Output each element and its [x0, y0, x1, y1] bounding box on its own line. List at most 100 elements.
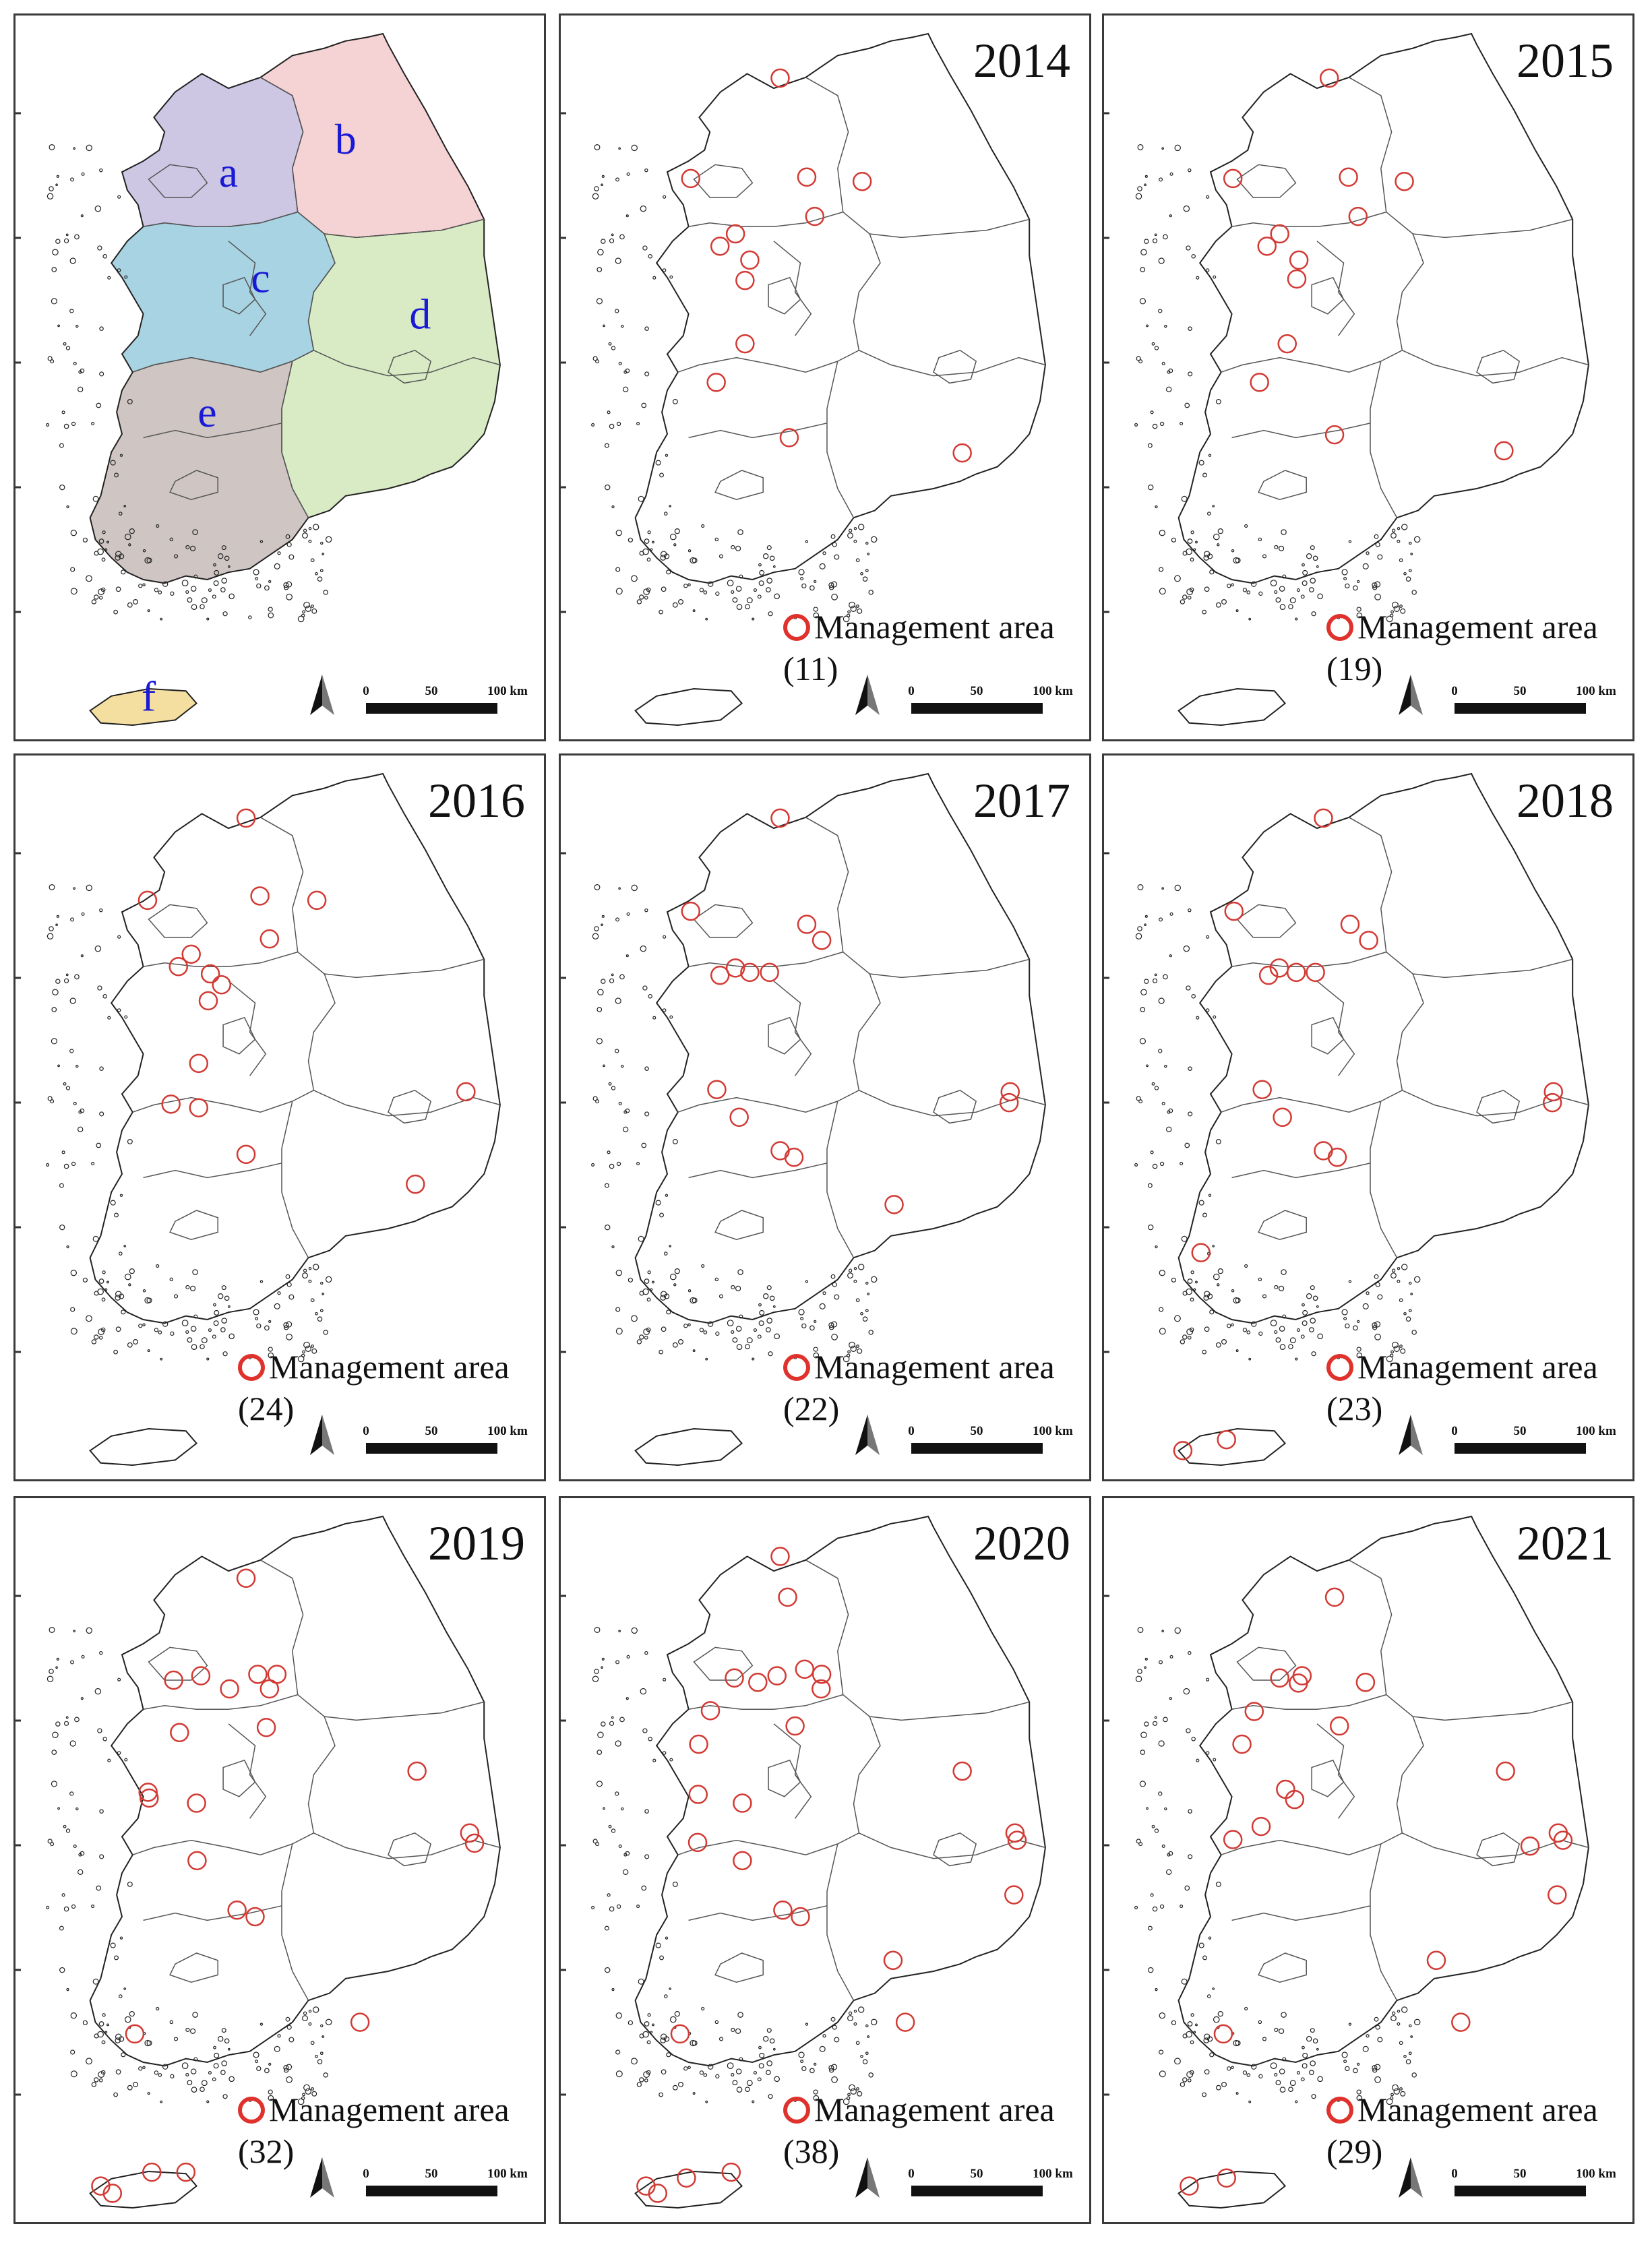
island-speck [1186, 2031, 1192, 2038]
korea-map: 0 50 100 km [1104, 1515, 1616, 2209]
island-speck [70, 2070, 78, 2078]
island-speck [843, 1355, 850, 1363]
island-speck [805, 2023, 809, 2026]
island-speck [158, 2073, 162, 2077]
island-speck [1188, 168, 1192, 173]
island-speck [1302, 2052, 1308, 2058]
island-speck [1231, 549, 1235, 553]
island-speck [1300, 594, 1305, 599]
island-speck [659, 1212, 664, 1218]
province-border [143, 211, 298, 227]
island-speck [192, 1269, 198, 1275]
island-speck [255, 1317, 259, 1321]
island-speck [227, 565, 231, 568]
map-panel-2020: 0 50 100 km 2020 Management area (38) [559, 1496, 1091, 2224]
island-speck [853, 1279, 857, 1283]
island-speck [862, 576, 868, 582]
island-speck [1134, 1163, 1138, 1167]
island-speck [739, 2057, 743, 2062]
island-speck [228, 593, 235, 600]
island-speck [99, 1809, 104, 1814]
island-speck [56, 1657, 59, 1661]
island-speck [311, 605, 314, 608]
island-speck [138, 2066, 143, 2071]
island-speck [173, 554, 179, 559]
island-speck [870, 2018, 878, 2026]
island-speck [662, 1008, 667, 1012]
province-border [228, 1723, 267, 1819]
island-speck [315, 1311, 318, 1316]
island-speck [1154, 973, 1157, 977]
island-speck [1312, 2038, 1318, 2044]
island-speck [115, 2069, 121, 2075]
island-speck [1158, 1049, 1163, 1053]
island-speck [86, 2058, 92, 2065]
island-speck [47, 356, 53, 361]
province-border [1231, 1163, 1371, 1179]
metro-border [222, 276, 256, 315]
island-speck [758, 1303, 762, 1307]
island-speck [718, 2037, 724, 2041]
island-speck [801, 2066, 807, 2072]
island-speck [1281, 2012, 1287, 2018]
island-speck [1137, 926, 1142, 931]
island-speck [1300, 2077, 1305, 2082]
legend-marker-icon [783, 2097, 810, 2124]
island-speck [615, 2012, 622, 2019]
island-speck [853, 526, 857, 530]
island-speck [1231, 583, 1234, 587]
island-speck [302, 610, 305, 614]
island-speck [849, 1341, 855, 1349]
island-speck [302, 2015, 308, 2022]
island-speck [193, 1314, 198, 1319]
management-site-marker [884, 1195, 904, 1214]
island-speck [319, 1309, 324, 1313]
island-speck [1399, 1345, 1403, 1348]
island-speck [190, 1326, 197, 1332]
management-site-marker [770, 1547, 790, 1566]
island-speck [692, 609, 696, 613]
island-speck [1408, 569, 1412, 573]
island-speck [648, 994, 652, 999]
island-speck [1289, 597, 1296, 604]
scale-bar: 0 50 100 km [1451, 684, 1616, 714]
island-speck [288, 554, 295, 560]
island-speck [745, 1344, 750, 1349]
island-speck [1190, 2040, 1194, 2045]
island-speck [1270, 1320, 1277, 1327]
island-speck [601, 239, 606, 244]
island-speck [1155, 1245, 1158, 1249]
island-speck [757, 594, 762, 599]
island-speck [214, 1309, 220, 1316]
management-site-marker [770, 68, 790, 88]
island-speck [311, 2091, 317, 2097]
island-speck [1410, 553, 1413, 555]
legend-marker-icon [1326, 1354, 1353, 1381]
province-border [688, 1905, 828, 1921]
island-speck [80, 1697, 84, 1700]
island-speck [1312, 1295, 1318, 1301]
island-speck [1215, 398, 1221, 404]
island-speck [665, 1936, 669, 1940]
island-speck [154, 588, 159, 592]
island-speck [608, 342, 612, 346]
management-site-marker [1329, 1716, 1349, 1736]
island-speck [650, 1288, 653, 1291]
island-speck [1161, 1844, 1165, 1848]
island-speck [813, 1352, 820, 1359]
island-speck [1366, 551, 1370, 555]
island-speck [99, 1854, 104, 1859]
island-speck [822, 2034, 826, 2038]
island-speck [99, 371, 104, 377]
island-speck [99, 908, 103, 913]
island-speck [1270, 580, 1277, 587]
management-site-marker [456, 1082, 476, 1102]
island-speck [1138, 1099, 1143, 1104]
island-speck [759, 1309, 765, 1316]
management-site-marker [191, 1666, 211, 1686]
island-speck [735, 586, 742, 592]
island-speck [94, 594, 99, 600]
island-speck [181, 2062, 189, 2070]
island-speck [94, 1688, 102, 1695]
island-speck [49, 186, 54, 191]
